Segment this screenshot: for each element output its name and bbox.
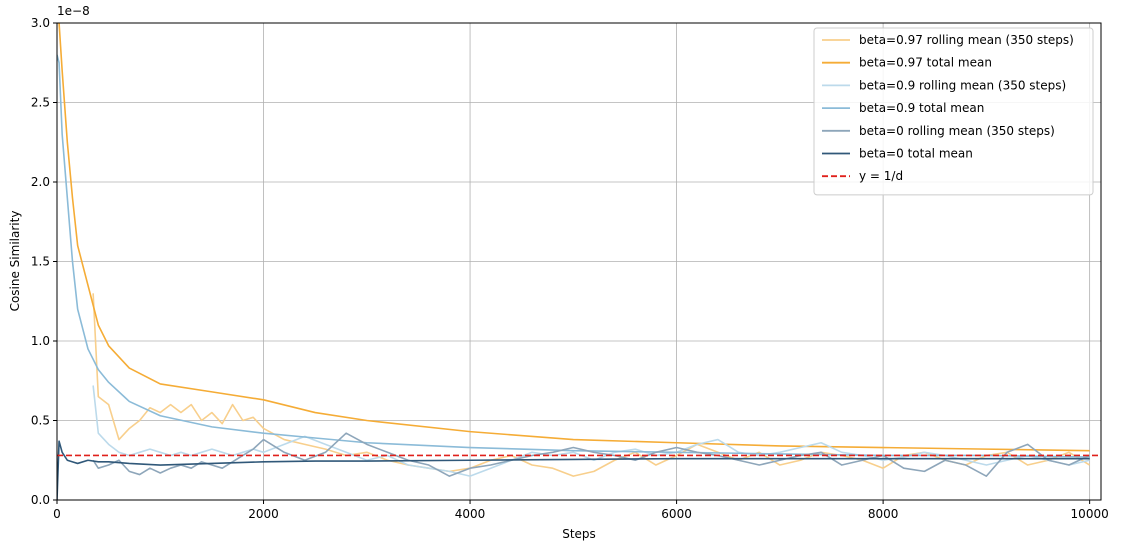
series-line [92,432,1090,477]
legend-box [813,27,1094,196]
plot-lines [57,23,1101,500]
y-tick-label: 0.0 [31,493,50,507]
x-tick-label: 10000 [1071,507,1109,521]
x-tick-label: 2000 [248,507,279,521]
y-tick-label: 3.0 [31,16,50,30]
legend-label: beta=0 total mean [859,147,973,161]
legend-label: y = 1/d [859,169,903,183]
y-axis-label: Cosine Similarity [8,211,22,312]
x-tick-label: 0 [53,507,61,521]
y-offset-label: 1e−8 [57,4,90,18]
y-tick-label: 1.0 [31,334,50,348]
x-tick-label: 4000 [455,507,486,521]
x-axis-label: Steps [562,527,596,541]
y-tick-label: 0.5 [31,414,50,428]
series-line [57,23,1090,452]
y-tick-label: 2.0 [31,175,50,189]
y-tick-label: 1.5 [31,255,50,269]
legend-label: beta=0.9 rolling mean (350 steps) [859,78,1066,92]
legend-label: beta=0.97 total mean [859,56,992,70]
y-tick-label: 2.5 [31,96,50,110]
axes: 0 2000 4000 6000 8000 10000 0.0 0.5 1.0 1.5 2.0 2.5… [31,16,1109,521]
series-line [57,440,1090,500]
legend-label: beta=0.9 total mean [859,101,984,115]
series-line [57,54,1090,458]
x-tick-label: 6000 [661,507,692,521]
legend-label: beta=0.97 rolling mean (350 steps) [859,33,1074,47]
x-tick-label: 8000 [868,507,899,521]
legend-label: beta=0 rolling mean (350 steps) [859,124,1055,138]
legend: beta=0.97 rolling mean (350 steps) beta=0… [813,27,1094,196]
